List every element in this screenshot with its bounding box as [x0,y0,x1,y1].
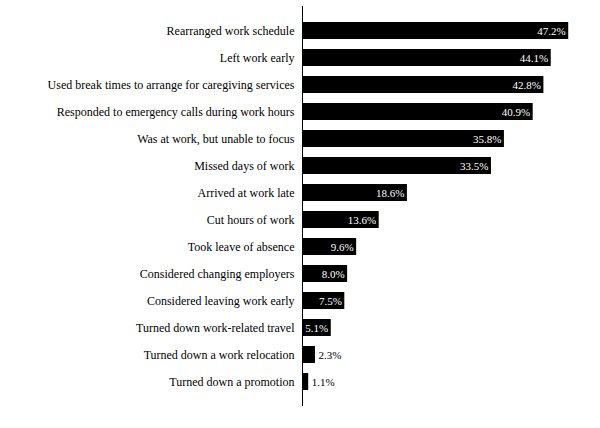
svg-text:18.6%: 18.6% [376,187,404,199]
svg-text:47.2%: 47.2% [537,25,565,37]
svg-text:33.5%: 33.5% [460,160,488,172]
svg-text:9.6%: 9.6% [331,241,354,253]
svg-text:Turned down a promotion: Turned down a promotion [169,375,294,389]
svg-text:44.1%: 44.1% [520,52,548,64]
svg-text:Arrived at work late: Arrived at work late [198,186,295,200]
svg-text:35.8%: 35.8% [473,133,501,145]
svg-text:2.3%: 2.3% [318,349,341,361]
svg-text:1.1%: 1.1% [312,376,335,388]
svg-text:42.8%: 42.8% [512,79,540,91]
svg-text:Considered leaving work early: Considered leaving work early [147,294,295,308]
svg-text:Rearranged work schedule: Rearranged work schedule [167,24,295,38]
svg-text:5.1%: 5.1% [305,322,328,334]
svg-text:7.5%: 7.5% [319,295,342,307]
svg-text:Considered changing employers: Considered changing employers [140,267,295,281]
svg-text:Took leave of absence: Took leave of absence [188,240,295,254]
svg-text:8.0%: 8.0% [322,268,345,280]
svg-text:40.9%: 40.9% [502,106,530,118]
svg-text:Cut hours of work: Cut hours of work [207,213,295,227]
svg-text:Left work early: Left work early [220,51,295,65]
svg-text:Responded to emergency calls d: Responded to emergency calls during work… [57,105,295,119]
svg-text:Turned down a work relocation: Turned down a work relocation [144,348,295,362]
svg-text:Was at work, but unable to foc: Was at work, but unable to focus [137,132,295,146]
svg-text:Used break times to arrange fo: Used break times to arrange for caregivi… [48,78,295,92]
svg-text:Missed days of work: Missed days of work [194,159,294,173]
svg-text:Turned down work-related trave: Turned down work-related travel [136,321,295,335]
svg-text:13.6%: 13.6% [348,214,376,226]
